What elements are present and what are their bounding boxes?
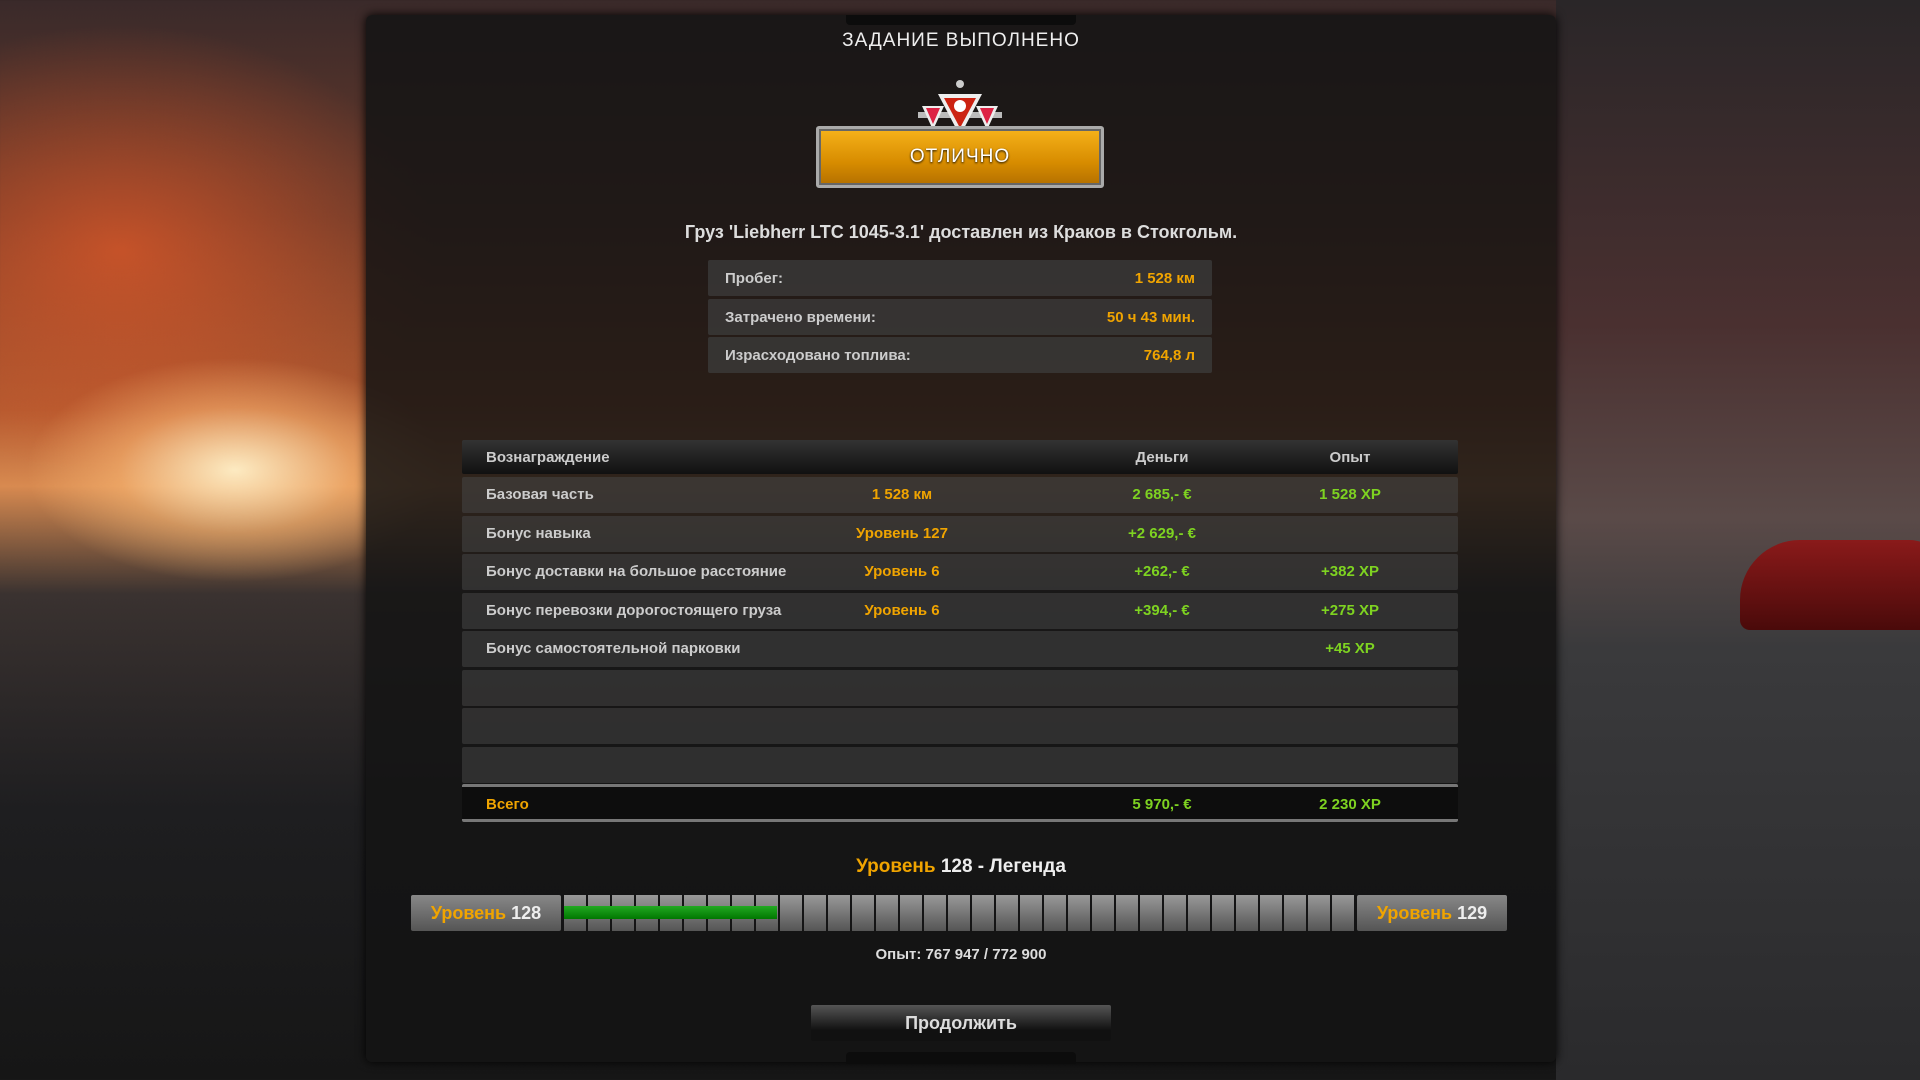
rating-emblem-icon — [918, 80, 1002, 136]
stat-label: Затрачено времени: — [725, 308, 876, 326]
xp-bar-segment — [996, 895, 1018, 931]
rating-label: ОТЛИЧНО — [909, 146, 1011, 167]
current-level-label: Уровень 128 — [411, 895, 561, 931]
xp-bar-segment — [876, 895, 898, 931]
reward-name: Бонус навыка — [486, 525, 591, 542]
stat-value: 1 528 км — [1134, 269, 1195, 287]
xp-bar-segment — [852, 895, 874, 931]
reward-money: +2 629,- € — [1128, 525, 1196, 542]
stat-distance: Пробег: 1 528 км — [708, 260, 1212, 296]
cargo-summary: Груз 'Liebherr LTC 1045-3.1' доставлен и… — [684, 222, 1238, 242]
header-money: Деньги — [1135, 449, 1189, 466]
table-row: Бонус самостоятельной парковки +45 XP — [462, 631, 1458, 667]
table-row: Базовая часть 1 528 км 2 685,- € 1 528 XP — [462, 477, 1458, 513]
xp-bar-segment — [1284, 895, 1306, 931]
reward-name: Бонус самостоятельной парковки — [486, 640, 741, 657]
reward-name: Бонус доставки на большое расстояние — [486, 563, 787, 580]
stat-value: 764,8 л — [1143, 346, 1195, 364]
background-car — [1740, 540, 1920, 630]
empty-row — [462, 747, 1458, 783]
total-label: Всего — [486, 796, 529, 813]
level-word: Уровень — [856, 856, 936, 877]
xp-bar-segment — [1116, 895, 1138, 931]
level-rank: - Легенда — [972, 856, 1066, 877]
panel-top-tab — [846, 15, 1076, 25]
stat-time: Затрачено времени: 50 ч 43 мин. — [708, 299, 1212, 335]
reward-name: Бонус перевозки дорогостоящего груза — [486, 602, 782, 619]
empty-row — [462, 708, 1458, 744]
reward-money: 2 685,- € — [1132, 486, 1192, 503]
next-level-label: Уровень 129 — [1357, 895, 1507, 931]
level-number: 128 — [511, 903, 542, 923]
panel-bottom-tab — [846, 1052, 1076, 1064]
reward-xp: +382 XP — [1321, 563, 1379, 580]
xp-progress-fill — [564, 906, 778, 919]
reward-detail: Уровень 6 — [864, 602, 940, 619]
reward-money: +262,- € — [1134, 563, 1190, 580]
level-number: 128 — [940, 856, 973, 877]
table-row: Бонус перевозки дорогостоящего груза Уров… — [462, 593, 1458, 629]
reward-xp: 1 528 XP — [1319, 486, 1381, 503]
page-title: ЗАДАНИЕ ВЫПОЛНЕНО — [842, 30, 1080, 51]
xp-readout: Опыт: 767 947 / 772 900 — [875, 946, 1047, 963]
xp-bar-segment — [900, 895, 922, 931]
xp-bar-segment — [1236, 895, 1258, 931]
xp-bar-segment — [1212, 895, 1234, 931]
xp-bar-segment — [1068, 895, 1090, 931]
xp-bar-segment — [924, 895, 946, 931]
total-row: Всего 5 970,- € 2 230 XP — [462, 784, 1458, 822]
stat-value: 50 ч 43 мин. — [1106, 308, 1195, 326]
stat-label: Пробег: — [725, 269, 783, 287]
total-money: 5 970,- € — [1132, 796, 1192, 813]
reward-detail: Уровень 6 — [864, 563, 940, 580]
xp-bar-segment — [1092, 895, 1114, 931]
table-row: Бонус навыка Уровень 127 +2 629,- € — [462, 516, 1458, 552]
xp-bar-segment — [1332, 895, 1354, 931]
level-word: Уровень — [430, 903, 507, 923]
xp-bar-segment — [1020, 895, 1042, 931]
level-title: Уровень 128 - Легенда — [366, 856, 1556, 878]
xp-bar-segment — [804, 895, 826, 931]
table-header: Вознаграждение Деньги Опыт — [462, 440, 1458, 474]
xp-bar-segment — [780, 895, 802, 931]
reward-detail: Уровень 127 — [856, 525, 948, 542]
header-reward: Вознаграждение — [486, 449, 610, 466]
reward-money: +394,- € — [1134, 602, 1190, 619]
xp-bar-segment — [1260, 895, 1282, 931]
xp-bar-segment — [1188, 895, 1210, 931]
stat-label: Израсходовано топлива: — [725, 346, 911, 364]
xp-bar-segment — [1044, 895, 1066, 931]
table-row: Бонус доставки на большое расстояние Уров… — [462, 554, 1458, 590]
header-xp: Опыт — [1329, 449, 1371, 466]
total-xp: 2 230 XP — [1319, 796, 1381, 813]
xp-bar-segment — [1164, 895, 1186, 931]
continue-button[interactable]: Продолжить — [811, 1005, 1111, 1041]
xp-bar-segment — [1140, 895, 1162, 931]
reward-detail: 1 528 км — [871, 486, 933, 503]
reward-xp: +45 XP — [1325, 640, 1375, 657]
empty-row — [462, 670, 1458, 706]
reward-name: Базовая часть — [486, 486, 594, 503]
stat-fuel: Израсходовано топлива: 764,8 л — [708, 337, 1212, 373]
rating-badge: ОТЛИЧНО — [816, 126, 1104, 188]
xp-bar-segment — [972, 895, 994, 931]
xp-bar-segment — [948, 895, 970, 931]
xp-bar-segment — [828, 895, 850, 931]
level-word: Уровень — [1376, 903, 1453, 923]
xp-bar-segment — [1308, 895, 1330, 931]
level-number: 129 — [1457, 903, 1488, 923]
reward-xp: +275 XP — [1321, 602, 1379, 619]
